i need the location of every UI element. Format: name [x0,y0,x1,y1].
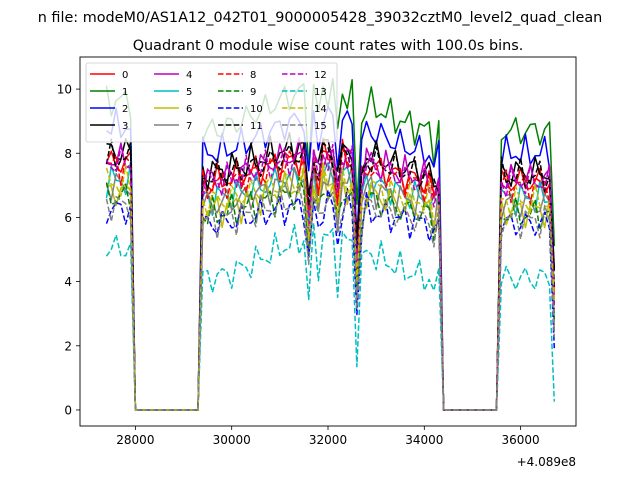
legend-label-10: 10 [250,104,263,115]
legend-label-5: 5 [186,87,192,98]
series-line-15 [105,184,556,411]
x-tick-label: 32000 [309,433,347,447]
y-tick-label: 0 [64,403,72,417]
x-tick-label: 36000 [502,433,540,447]
y-tick-label: 4 [64,275,72,289]
figure-suptitle: n file: modeM0/AS1A12_042T01_9000005428_… [38,10,603,26]
x-tick-label: 28000 [116,433,154,447]
x-tick-label: 30000 [213,433,251,447]
y-tick-label: 8 [64,147,72,161]
legend-label-1: 1 [122,87,128,98]
legend-label-7: 7 [186,121,192,132]
x-tick-label: 34000 [405,433,443,447]
x-offset-label: +4.089e8 [517,455,576,469]
legend-label-11: 11 [250,121,263,132]
y-tick-label: 10 [57,83,72,97]
legend-label-2: 2 [122,104,128,115]
legend-label-9: 9 [250,87,256,98]
legend-box [85,62,338,143]
legend-label-14: 14 [314,104,327,115]
legend-label-3: 3 [122,121,128,132]
y-axis: 0 2 4 6 8 10 [57,83,80,417]
legend-label-4: 4 [186,70,192,81]
legend-label-12: 12 [314,70,327,81]
y-tick-label: 2 [64,339,72,353]
y-tick-label: 6 [64,211,72,225]
chart-title: Quadrant 0 module wise count rates with … [133,38,524,54]
legend-label-0: 0 [122,70,128,81]
legend-label-13: 13 [314,87,327,98]
legend-label-6: 6 [186,104,192,115]
x-axis: 28000 30000 32000 34000 36000 [116,426,540,447]
legend-label-8: 8 [250,70,256,81]
legend-label-15: 15 [314,121,327,132]
